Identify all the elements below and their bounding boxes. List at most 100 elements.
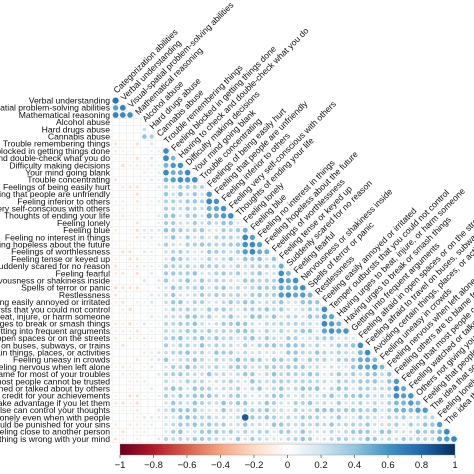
correlation-cell <box>236 314 240 319</box>
correlation-cell <box>163 213 169 218</box>
correlation-cell <box>308 321 312 326</box>
correlation-cell <box>200 408 204 412</box>
correlation-cell <box>128 149 132 153</box>
correlation-cell <box>322 350 327 355</box>
correlation-cell <box>322 401 327 405</box>
correlation-cell <box>163 357 169 363</box>
correlation-cell <box>257 379 262 384</box>
correlation-cell <box>150 200 153 203</box>
correlation-cell <box>193 343 197 348</box>
correlation-cell <box>214 321 219 326</box>
correlation-cell <box>258 322 262 326</box>
correlation-cell <box>257 429 262 434</box>
correlation-cell <box>221 235 226 240</box>
correlation-cell <box>122 222 124 224</box>
correlation-cell <box>365 415 370 420</box>
correlation-cell <box>135 300 139 304</box>
correlation-cell <box>401 386 407 392</box>
correlation-cell <box>380 408 384 412</box>
correlation-cell <box>221 415 226 420</box>
correlation-cell <box>344 379 348 384</box>
correlation-cell <box>164 286 168 290</box>
correlation-cell <box>157 243 161 247</box>
correlation-cell <box>121 430 125 434</box>
correlation-cell <box>206 191 212 197</box>
correlation-cell <box>351 422 356 427</box>
correlation-cell <box>344 372 348 377</box>
colorbar-tick-label: 0.4 <box>348 460 361 471</box>
correlation-cell <box>185 343 190 348</box>
correlation-cell <box>430 437 435 441</box>
correlation-cell <box>136 322 139 325</box>
correlation-cell <box>178 278 183 283</box>
correlation-cell <box>221 400 226 406</box>
correlation-cell <box>236 221 240 225</box>
correlation-cell <box>408 422 413 427</box>
correlation-cell <box>171 422 176 427</box>
correlation-cell <box>121 258 124 260</box>
correlation-cell <box>293 343 298 348</box>
correlation-cell <box>272 386 276 391</box>
row-label: Feeling uneasy in crowds <box>13 355 110 365</box>
correlation-cell <box>221 321 226 326</box>
correlation-cell <box>157 330 160 332</box>
correlation-cell <box>121 437 125 441</box>
correlation-cell <box>337 394 341 398</box>
correlation-cell <box>143 208 145 210</box>
correlation-cell <box>343 408 349 413</box>
correlation-cell <box>364 357 371 363</box>
correlation-cell <box>243 307 248 312</box>
correlation-cell <box>315 357 320 362</box>
correlation-cell <box>171 350 176 355</box>
correlation-cell <box>308 336 312 340</box>
correlation-cell <box>213 198 220 205</box>
correlation-cell <box>372 436 377 442</box>
correlation-cell <box>136 308 138 311</box>
correlation-cell <box>329 358 334 362</box>
correlation-cell <box>308 408 312 413</box>
correlation-cell <box>286 415 291 420</box>
correlation-cell <box>135 286 139 290</box>
correlation-cell <box>315 372 320 377</box>
correlation-cell <box>200 314 204 319</box>
correlation-cell <box>393 378 400 385</box>
correlation-cell <box>192 372 197 377</box>
correlation-cell <box>135 235 139 239</box>
row-label: Feeling that people are unfriendly <box>0 189 111 199</box>
correlation-cell <box>351 379 356 384</box>
correlation-cell <box>193 235 197 240</box>
correlation-cell <box>136 352 138 354</box>
correlation-cell <box>185 221 190 225</box>
correlation-cell <box>236 430 240 434</box>
correlation-cell <box>372 386 377 391</box>
correlation-cell <box>257 264 262 269</box>
correlation-cell <box>416 415 420 420</box>
correlation-cell <box>242 227 248 233</box>
correlation-cell <box>178 307 183 312</box>
correlation-cell <box>157 351 161 355</box>
correlation-cell <box>114 423 117 426</box>
correlation-cell <box>350 364 356 370</box>
correlation-cell <box>272 321 276 326</box>
correlation-cell <box>178 329 183 333</box>
row-label: Others not giving you proper credit for … <box>0 391 110 401</box>
correlation-cell <box>228 350 233 355</box>
correlation-cell <box>430 422 435 427</box>
correlation-cell <box>257 256 262 262</box>
correlation-cell <box>328 328 335 334</box>
correlation-cell <box>164 185 168 189</box>
correlation-cell <box>207 436 212 442</box>
correlation-cell <box>357 364 363 370</box>
correlation-cell <box>178 235 183 240</box>
correlation-cell <box>250 422 255 427</box>
correlation-cell <box>271 379 277 384</box>
correlation-cell <box>322 336 327 341</box>
correlation-cell <box>401 430 406 434</box>
correlation-cell <box>115 359 117 361</box>
correlation-cell <box>285 292 292 298</box>
correlation-cell <box>214 264 219 269</box>
correlation-cell <box>350 343 356 348</box>
correlation-cell <box>157 394 161 398</box>
correlation-cell <box>235 242 241 247</box>
correlation-cell <box>257 394 262 398</box>
